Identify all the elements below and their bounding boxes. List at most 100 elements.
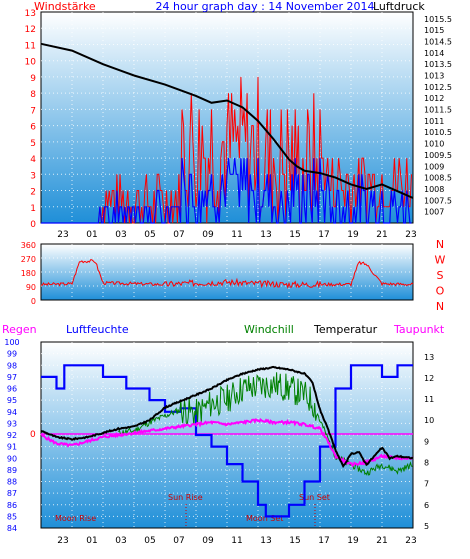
moon-set-label: Moon Set [246, 514, 283, 523]
pressure-ytick-label: 1007 [424, 208, 444, 217]
pressure-ytick-label: 1010 [424, 140, 444, 149]
pressure-ytick-label: 1014 [424, 49, 444, 58]
wind-ytick-label: 11 [25, 41, 36, 51]
wind-ytick-label: 0 [30, 220, 36, 230]
chart-title: 24 hour graph day : 14 November 2014 [155, 0, 374, 13]
humidity-ytick-label: 87 [7, 489, 17, 498]
data-series [40, 42, 414, 518]
humidity-ytick-label: 94 [7, 408, 17, 417]
pressure-label: Luftdruck [373, 0, 425, 13]
pressure-series [40, 42, 414, 199]
wind-ytick-label: 1 [30, 204, 36, 214]
wind-speed-series [41, 158, 412, 224]
sun-rise-label: Sun Rise [168, 493, 203, 502]
p1-xtick-label: 21 [376, 230, 387, 240]
p1-xtick-label: 03 [115, 230, 126, 240]
pressure-ytick-label: 1015 [424, 26, 444, 35]
rain-label: Regen [2, 323, 37, 336]
p1-xtick-label: 11 [231, 230, 242, 240]
p3-xtick-label: 21 [376, 536, 387, 546]
wind-ytick-label: 6 [30, 123, 36, 133]
axis-ticks: 1312111098765432101015.510151014.5101410… [4, 9, 452, 546]
humidity-series [41, 364, 413, 518]
pressure-ytick-label: 1011 [424, 117, 444, 126]
wind-direction-series [40, 259, 414, 289]
temperature-ytick-label: 13 [424, 353, 434, 362]
p3-xtick-label: 17 [318, 536, 329, 546]
humidity-ytick-label: 85 [7, 512, 17, 521]
wind-ytick-label: 9 [30, 74, 36, 84]
p1-xtick-label: 23 [405, 230, 416, 240]
humidity-ytick-label: 96 [7, 385, 17, 394]
humidity-ytick-label: 97 [7, 373, 17, 382]
pressure-ytick-label: 1010.5 [424, 128, 452, 137]
compass-label: O [436, 285, 445, 298]
direction-ytick-label: 180 [21, 269, 36, 278]
pressure-ytick-label: 1012 [424, 94, 444, 103]
p1-xtick-label: 13 [260, 230, 271, 240]
humidity-label: Luftfeuchte [66, 323, 129, 336]
compass-label: W [435, 254, 446, 267]
temperature-ytick-label: 8 [424, 458, 429, 467]
direction-ytick-label: 270 [21, 255, 36, 264]
pressure-ytick-label: 1011.5 [424, 106, 452, 115]
p1-xtick-label: 19 [347, 230, 359, 240]
compass-label: N [436, 238, 444, 251]
wind-ytick-label: 5 [30, 139, 36, 149]
p1-xtick-label: 05 [144, 230, 155, 240]
wind-speed-label: Windstärke [34, 0, 96, 13]
direction-ytick-label: 90 [26, 283, 36, 292]
temperature-label: Temperatur [313, 323, 378, 336]
p3-xtick-label: 11 [231, 536, 242, 546]
p1-xtick-label: 01 [86, 230, 97, 240]
pressure-ytick-label: 1007.5 [424, 196, 452, 205]
humidity-ytick-label: 88 [7, 478, 17, 487]
direction-ytick-label: 360 [21, 241, 36, 250]
direction-ytick-label: 0 [31, 297, 36, 306]
p3-xtick-label: 13 [260, 536, 271, 546]
humidity-ytick-label: 92 [7, 431, 17, 440]
wind-ytick-label: 10 [25, 58, 37, 68]
humidity-ytick-label: 95 [7, 396, 17, 405]
temperature-ytick-label: 12 [424, 374, 434, 383]
pressure-ytick-label: 1013.5 [424, 60, 452, 69]
wind-ytick-label: 8 [30, 90, 36, 100]
pressure-ytick-label: 1015.5 [424, 15, 452, 24]
p3-xtick-label: 01 [86, 536, 97, 546]
humidity-ytick-label: 89 [7, 466, 17, 475]
wind-ytick-label: 13 [25, 9, 36, 19]
humidity-ytick-label: 90 [7, 454, 17, 463]
p1-xtick-label: 07 [173, 230, 184, 240]
temperature-ytick-label: 9 [424, 437, 429, 446]
temperature-ytick-label: 11 [424, 395, 434, 404]
wind-ytick-label: 2 [30, 188, 36, 198]
dewpoint-label: Taupunkt [393, 323, 445, 336]
humidity-ytick-label: 84 [7, 524, 17, 533]
p1-xtick-label: 23 [57, 230, 68, 240]
pressure-ytick-label: 1013 [424, 72, 444, 81]
p3-xtick-label: 23 [405, 536, 416, 546]
wind-ytick-label: 12 [25, 25, 36, 35]
humidity-ytick-label: 91 [7, 443, 17, 452]
pressure-ytick-label: 1009 [424, 162, 444, 171]
temperature-ytick-label: 6 [424, 501, 429, 510]
windchill-series [118, 372, 413, 476]
sun-set-label: Sun Set [299, 493, 330, 502]
wind-gust-series [41, 76, 412, 224]
pressure-ytick-label: 1012.5 [424, 83, 452, 92]
p3-xtick-label: 09 [202, 536, 214, 546]
temperature-ytick-label: 10 [424, 416, 434, 425]
compass-label: S [437, 269, 444, 282]
p3-xtick-label: 03 [115, 536, 126, 546]
wind-ytick-label: 4 [30, 155, 36, 165]
moon-rise-label: Moon Rise [55, 514, 96, 523]
humidity-ytick-label: 98 [7, 361, 17, 370]
pressure-ytick-label: 1009.5 [424, 151, 452, 160]
p3-xtick-label: 07 [173, 536, 184, 546]
humidity-ytick-label: 86 [7, 501, 17, 510]
wind-ytick-label: 7 [30, 106, 36, 116]
p3-xtick-label: 15 [289, 536, 300, 546]
p3-xtick-label: 19 [347, 536, 359, 546]
rain-zero-label: 0 [30, 430, 36, 440]
